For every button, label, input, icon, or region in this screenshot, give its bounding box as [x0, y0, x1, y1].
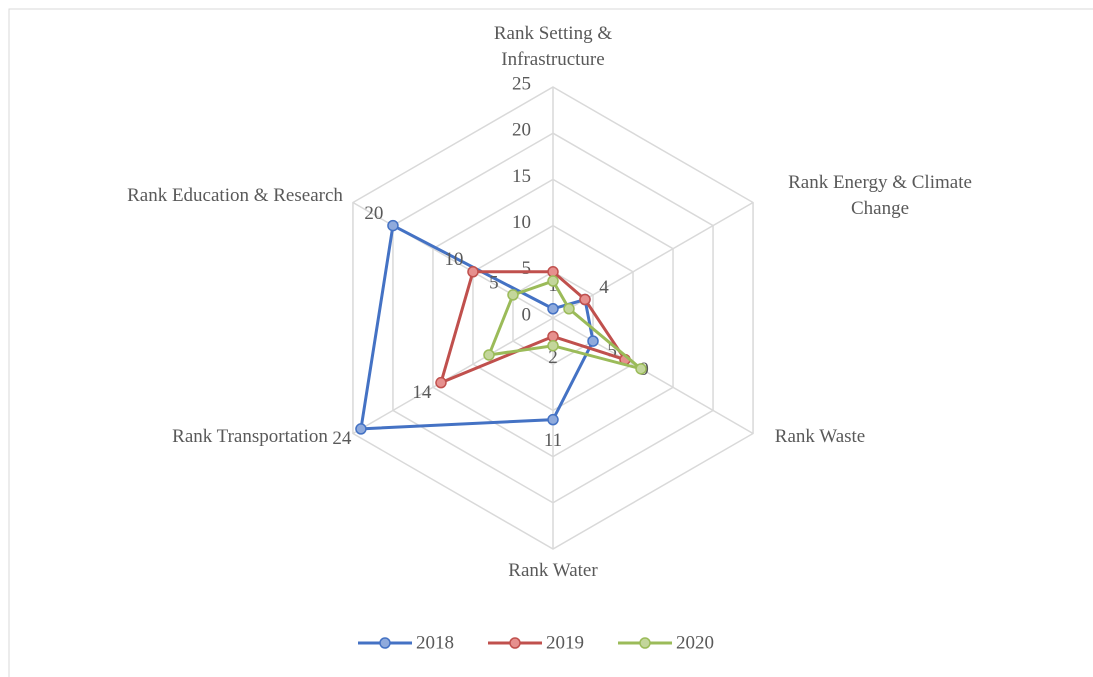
data-label: 14	[412, 382, 432, 403]
marker	[483, 349, 495, 361]
spoke	[552, 317, 754, 435]
marker	[635, 363, 647, 375]
marker	[579, 293, 591, 306]
legend-label: 2020	[676, 632, 714, 653]
data-label: 5	[489, 272, 499, 293]
category-label: Rank Transportation	[172, 426, 328, 447]
marker	[355, 423, 367, 435]
category-label: Rank Energy & Climate Change	[788, 172, 972, 219]
data-label: 11	[544, 430, 562, 451]
marker	[435, 376, 447, 389]
legend-marker	[509, 637, 521, 649]
series-line	[359, 223, 595, 431]
category-label: Rank Waste	[774, 426, 866, 447]
data-label: 24	[332, 428, 352, 449]
r-tick-label: 5	[522, 258, 532, 279]
data-label: 4	[599, 277, 609, 298]
r-tick-label: 20	[512, 120, 531, 141]
category-label: Rank Setting & Infrastructure	[493, 23, 613, 70]
r-tick-label: 15	[512, 166, 531, 187]
marker	[547, 303, 559, 315]
marker	[587, 335, 599, 347]
spoke	[352, 317, 554, 435]
r-tick-label: 0	[522, 304, 532, 325]
r-tick-label: 10	[512, 212, 531, 233]
data-label: 5	[607, 340, 617, 361]
legend-label: 2019	[546, 632, 584, 653]
r-tick-label: 25	[512, 73, 531, 94]
marker	[547, 339, 559, 352]
marker	[507, 289, 519, 301]
marker	[387, 219, 399, 232]
legend-marker	[379, 637, 391, 649]
category-label: Rank Education & Research	[127, 185, 343, 206]
marker	[547, 413, 559, 426]
data-label: 10	[444, 249, 463, 270]
marker	[467, 266, 479, 278]
spoke	[352, 201, 554, 319]
marker	[547, 275, 559, 287]
chart-border	[8, 8, 1093, 677]
marker	[563, 303, 575, 315]
legend-marker	[639, 637, 651, 649]
legend-label: 2018	[416, 632, 454, 653]
data-label: 20	[364, 203, 383, 224]
category-label: Rank Water	[508, 560, 598, 581]
data-label: 2	[548, 347, 558, 368]
